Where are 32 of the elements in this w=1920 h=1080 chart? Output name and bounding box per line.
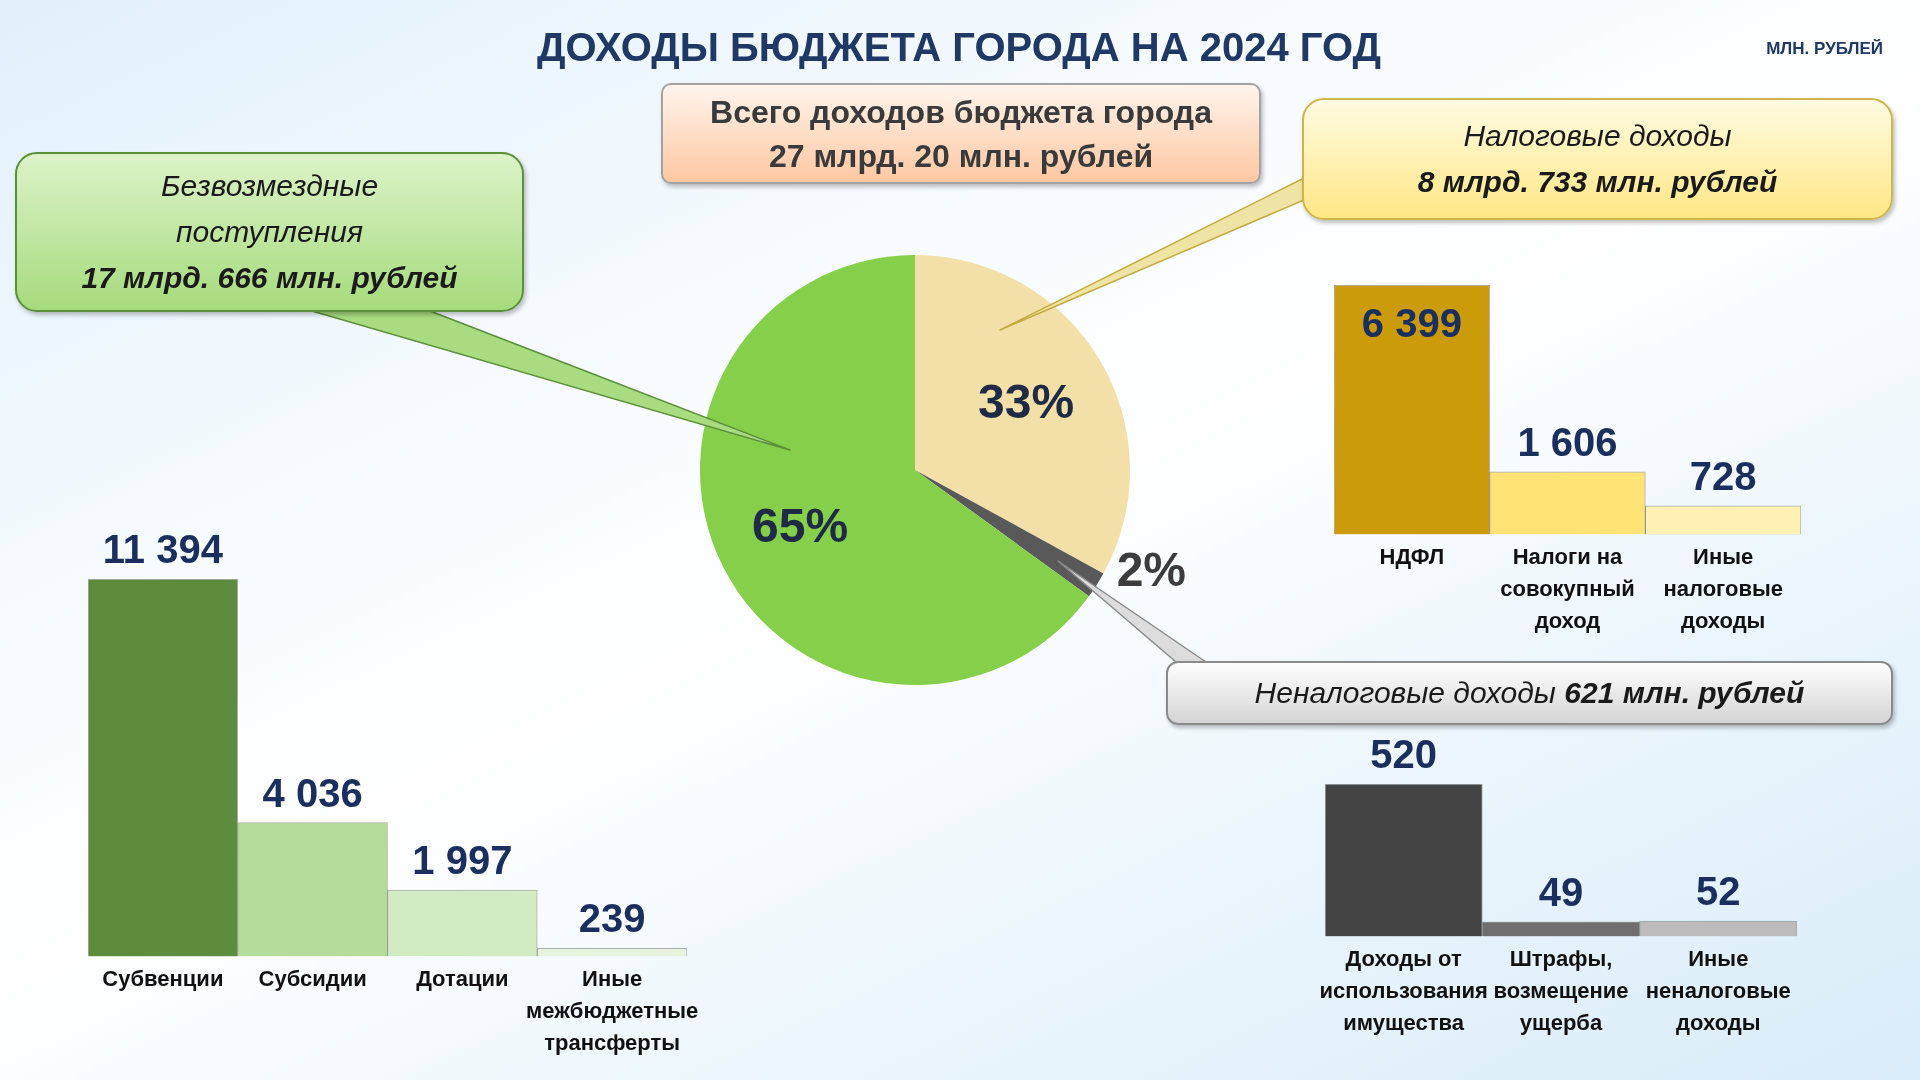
x-tick-label: Дотации — [416, 966, 509, 992]
data-label: 1 606 — [1517, 419, 1618, 464]
x-tick-label: Штрафы, возмещение ущерба — [1493, 946, 1629, 1036]
data-label: 239 — [578, 896, 646, 941]
x-tick-label: Налоги на совокупный доход — [1500, 544, 1635, 634]
chart-subtitle: 621 млн. рублей — [1564, 676, 1805, 710]
text: МЛН. РУБЛЕЙ — [1765, 39, 1883, 59]
x-tick-label: Иные неналоговые доходы — [1645, 946, 1791, 1036]
chart-subtitle: 17 млрд. 666 млн. рублей — [81, 260, 458, 296]
x-tick-label: Субвенции — [102, 966, 224, 992]
data-label: 49 — [1538, 869, 1584, 914]
chart-title: Безвозмездные поступления — [159, 168, 380, 250]
data-label: 11 394 — [102, 527, 224, 571]
chart-subtitle: 8 млрд. 733 млн. рублей — [1417, 164, 1778, 200]
data-label: 65% — [752, 498, 849, 552]
data-label: 6 399 — [1361, 301, 1462, 345]
data-label: 52 — [1696, 869, 1741, 914]
chart-title: Неналоговые доходы — [1254, 676, 1556, 710]
data-label: 4 036 — [262, 770, 363, 815]
data-label: 1 997 — [412, 838, 513, 883]
data-label: 2% — [1116, 542, 1187, 596]
x-tick-label: Субсидии — [258, 966, 367, 992]
chart-title: Налоговые доходы — [1463, 118, 1732, 154]
x-tick-label: Иные налоговые доходы — [1663, 544, 1783, 634]
x-tick-label: Иные межбюджетные трансферты — [526, 966, 699, 1056]
data-label: 728 — [1689, 453, 1757, 498]
x-tick-label: НДФЛ — [1379, 544, 1445, 570]
chart-title: ДОХОДЫ БЮДЖЕТА ГОРОДА НА 2024 ГОД — [535, 24, 1382, 71]
x-tick-label: Доходы от использования имущества — [1319, 946, 1488, 1036]
chart-subtitle: Всего доходов бюджета города 27 млрд. 20 млн. рублей — [709, 92, 1214, 176]
data-label: 520 — [1370, 732, 1438, 776]
data-label: 33% — [978, 374, 1075, 428]
